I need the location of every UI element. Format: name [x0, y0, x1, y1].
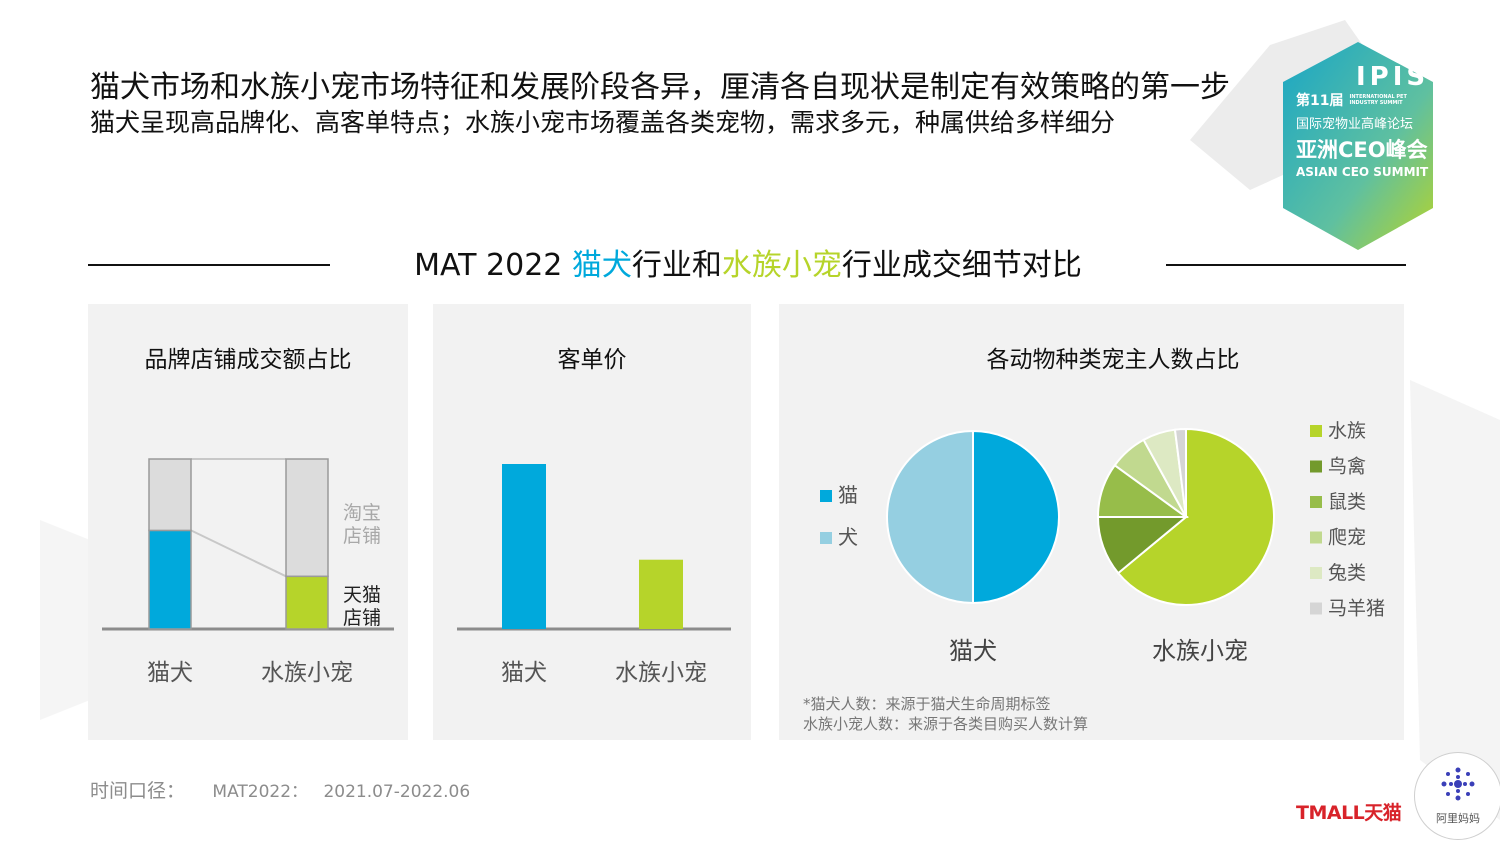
- chart1-category-aquatic: 水族小宠: [261, 660, 353, 686]
- event-badge-hexagon: [1283, 42, 1433, 250]
- chart1-legend-tmall: 天猫店铺: [343, 584, 382, 629]
- legend-label-1-3: 爬宠: [1328, 527, 1366, 549]
- chart1-category-catdog: 猫犬: [147, 660, 193, 686]
- section-title-mid: 行业和: [631, 248, 722, 283]
- footer-label: 时间口径：: [90, 780, 186, 802]
- pie-catdog-legend: 猫犬: [820, 483, 858, 549]
- event-badge: IPIS 第11届 INTERNATIONAL PET INDUSTRY SUM…: [1296, 62, 1429, 179]
- pie-aquatic: [1096, 427, 1275, 606]
- page-subheadline: 猫犬呈现高品牌化、高客单特点；水族小宠市场覆盖各类宠物，需求多元，种属供给多样细…: [90, 108, 1116, 137]
- legend-label-1-2: 鼠类: [1328, 491, 1366, 513]
- legend-label-1-4: 兔类: [1328, 562, 1366, 584]
- panel-owner-share: [779, 304, 1404, 740]
- legend-label-1-5: 马羊猪: [1328, 598, 1385, 620]
- chart1-stacked-bar: 猫犬 水族小宠: [102, 458, 394, 686]
- chart2-category-aquatic: 水族小宠: [615, 660, 707, 686]
- tmall-logo: TMALL天猫: [1296, 802, 1402, 824]
- pie-slice-0-0: [972, 429, 1060, 605]
- chart2-bar-catdog: [502, 464, 546, 629]
- legend-label-0-0: 猫: [838, 483, 858, 507]
- pie-slice-1-5: [1173, 427, 1187, 518]
- section-rule-right: [1166, 264, 1406, 266]
- footer-period-name: MAT2022：: [212, 782, 309, 802]
- legend-swatch-1-2: [1310, 496, 1322, 508]
- page-headline: 猫犬市场和水族小宠市场特征和发展阶段各异，厘清各自现状是制定有效策略的第一步: [90, 70, 1230, 105]
- pie-catdog: [886, 429, 1060, 605]
- chart3-footnote-2: 水族小宠人数：来源于各类目购买人数计算: [803, 715, 1089, 733]
- legend-label-1-1: 鸟禽: [1328, 456, 1366, 478]
- chart1-legend-taobao: 淘宝店铺: [343, 502, 382, 547]
- chart2-category-catdog: 猫犬: [501, 660, 547, 686]
- legend-swatch-1-1: [1310, 460, 1322, 473]
- footer-range: 2021.07-2022.06: [323, 782, 471, 802]
- event-en-small: INTERNATIONAL PET INDUSTRY SUMMIT: [1349, 94, 1407, 106]
- legend-label-0-1: 犬: [838, 525, 858, 549]
- panel-brand-share: [88, 304, 408, 740]
- event-edition: 第11届: [1296, 93, 1344, 109]
- pie-slice-0-1: [886, 429, 974, 605]
- section-rule-left: [88, 264, 330, 266]
- legend-swatch-1-0: [1310, 425, 1322, 437]
- chart1-title: 品牌店铺成交额占比: [144, 347, 352, 373]
- alimama-logo-text: 阿里妈妈: [1436, 812, 1480, 825]
- chart1-bar-aquatic-tmall: [285, 575, 329, 630]
- legend-swatch-1-4: [1310, 567, 1322, 579]
- legend-swatch-1-3: [1310, 531, 1322, 544]
- footer-period: 时间口径： MAT2022： 2021.07-2022.06: [90, 776, 492, 803]
- section-title-cat-dog: 猫犬: [571, 248, 632, 283]
- event-cn-name: 国际宠物业高峰论坛: [1296, 117, 1414, 132]
- chart1-bar-aquatic-taobao: [285, 458, 329, 578]
- panel-order-value: [433, 304, 751, 740]
- section-title: MAT 2022 猫犬行业和水族小宠行业成交细节对比: [330, 246, 1166, 286]
- section-title-prefix: MAT 2022: [414, 248, 572, 283]
- chart1-bar-catdog-taobao: [148, 458, 192, 532]
- pie-catdog-label: 猫犬: [949, 637, 997, 665]
- chart1-connector-mid: [190, 529, 287, 578]
- section-title-aquatic: 水族小宠: [721, 248, 842, 283]
- legend-swatch-0-0: [820, 490, 832, 502]
- chart1-bar-catdog-tmall: [148, 529, 192, 630]
- pie-slice-1-0: [1116, 427, 1275, 606]
- pie-aquatic-label: 水族小宠: [1152, 637, 1248, 665]
- event-en-title: ASIAN CEO SUMMIT: [1296, 165, 1429, 179]
- chart3-footnote-1: *猫犬人数：来源于猫犬生命周期标签: [803, 695, 1051, 713]
- event-cn-title: 亚洲CEO峰会: [1296, 138, 1428, 162]
- chart3-title: 各动物种类宠主人数占比: [986, 347, 1240, 373]
- legend-swatch-1-5: [1310, 602, 1322, 615]
- chart2-bar-aquatic: [639, 559, 683, 629]
- alimama-icon: [1441, 767, 1475, 801]
- legend-swatch-0-1: [820, 532, 832, 544]
- legend-label-1-0: 水族: [1328, 420, 1366, 442]
- section-title-suffix: 行业成交细节对比: [841, 248, 1082, 283]
- chart2-title: 客单价: [557, 347, 627, 373]
- chart2-bar: 猫犬 水族小宠: [457, 464, 731, 686]
- event-logo-text: IPIS: [1356, 62, 1430, 92]
